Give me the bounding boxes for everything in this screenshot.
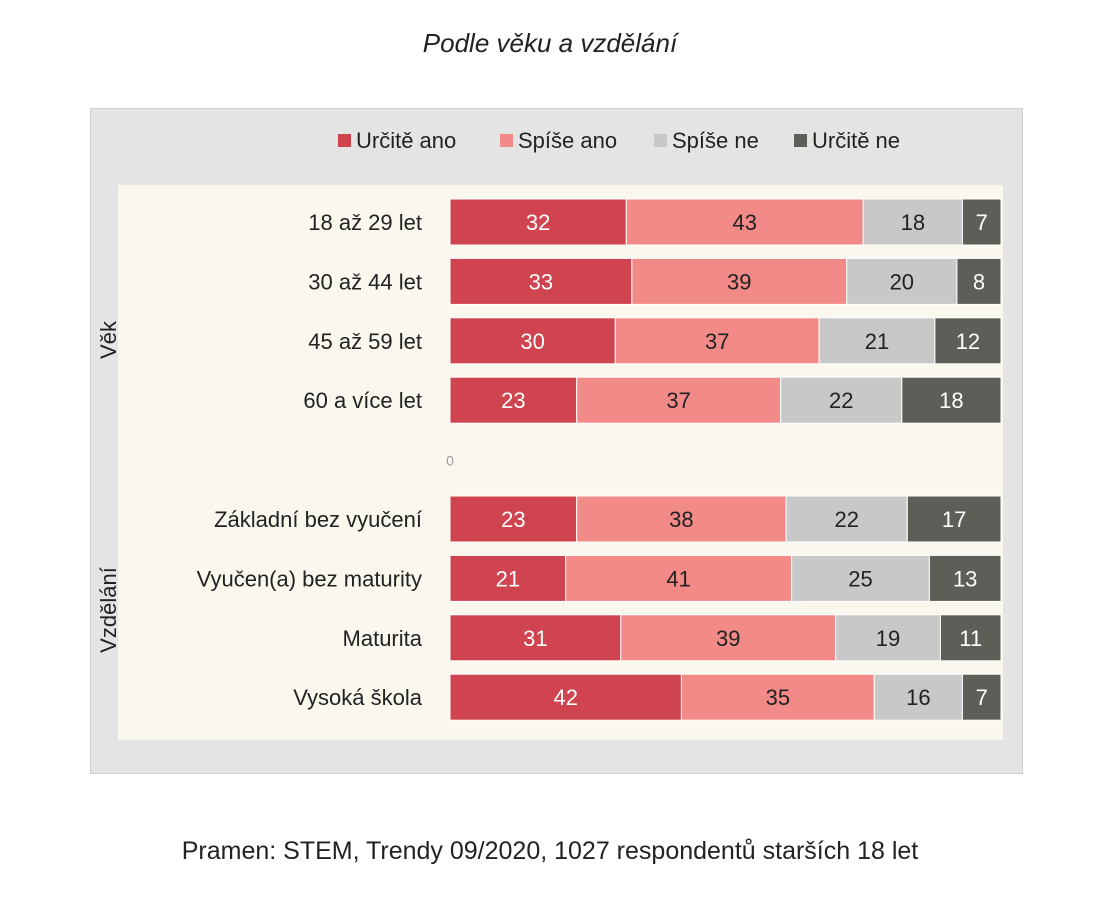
category-label: Vysoká škola: [293, 685, 423, 710]
data-label: 37: [705, 329, 729, 354]
data-label: 21: [496, 566, 520, 591]
data-label: 20: [890, 269, 914, 294]
data-label: 41: [666, 566, 690, 591]
bar-segment: [906, 495, 1002, 543]
data-label: 39: [727, 269, 751, 294]
category-label: Základní bez vyučení: [214, 507, 422, 532]
group-label: Vzdělání: [96, 567, 121, 653]
legend-swatch: [794, 134, 807, 147]
bar-segment: [614, 317, 820, 365]
bar-segment: [862, 198, 963, 246]
data-label: 39: [716, 626, 740, 651]
bar-segment: [928, 554, 1002, 602]
data-label: 23: [501, 507, 525, 532]
bar-segment: [835, 614, 941, 662]
legend-swatch: [654, 134, 667, 147]
bar-segment: [956, 257, 1002, 305]
data-label: 16: [906, 685, 930, 710]
legend-label: Určitě ano: [356, 128, 456, 153]
bar-segment: [846, 257, 958, 305]
data-label: 11: [959, 626, 982, 651]
data-label: 19: [876, 626, 900, 651]
data-label: 43: [733, 210, 757, 235]
legend-swatch: [338, 134, 351, 147]
data-label: 8: [973, 269, 985, 294]
data-label: 13: [953, 566, 977, 591]
data-label: 12: [956, 329, 980, 354]
bar-segment: [449, 376, 578, 424]
bar-segment: [449, 317, 616, 365]
bar-segment: [449, 614, 622, 662]
chart-title: Podle věku a vzdělání: [422, 28, 678, 58]
data-label: 23: [501, 388, 525, 413]
category-label: 18 až 29 let: [308, 210, 422, 235]
data-label: 31: [523, 626, 547, 651]
data-label: 22: [834, 507, 858, 532]
bar-segment: [873, 673, 963, 721]
data-label: 18: [939, 388, 963, 413]
data-label: 35: [766, 685, 790, 710]
legend-label: Spíše ano: [518, 128, 617, 153]
data-label: 7: [976, 210, 988, 235]
data-label: 33: [529, 269, 553, 294]
data-label: 32: [526, 210, 550, 235]
bar-segment: [449, 673, 682, 721]
data-label: 18: [901, 210, 925, 235]
bar-segment: [901, 376, 1002, 424]
bar-segment: [449, 257, 633, 305]
bar-segment: [791, 554, 930, 602]
bar-segment: [939, 614, 1002, 662]
data-label: 37: [666, 388, 690, 413]
group-label: Věk: [96, 320, 121, 359]
bar-segment: [631, 257, 848, 305]
legend-label: Určitě ne: [812, 128, 900, 153]
data-label: 30: [520, 329, 544, 354]
bar-segment: [934, 317, 1002, 365]
legend-label: Spíše ne: [672, 128, 759, 153]
data-label: 17: [942, 507, 966, 532]
data-label: 21: [865, 329, 889, 354]
bar-segment: [961, 198, 1002, 246]
bar-segment: [449, 495, 578, 543]
bar-segment: [961, 673, 1002, 721]
category-label: Vyučen(a) bez maturity: [197, 566, 422, 591]
category-label: Maturita: [343, 626, 423, 651]
data-label: 22: [829, 388, 853, 413]
bar-segment: [818, 317, 936, 365]
category-label: 45 až 59 let: [308, 329, 422, 354]
data-label: 42: [553, 685, 577, 710]
data-label: 7: [976, 685, 988, 710]
bar-segment: [565, 554, 793, 602]
data-label: 38: [669, 507, 693, 532]
category-label: 0: [446, 453, 454, 469]
legend-swatch: [500, 134, 513, 147]
category-label: 30 až 44 let: [308, 269, 422, 294]
bar-segment: [680, 673, 875, 721]
source-note: Pramen: STEM, Trendy 09/2020, 1027 respo…: [181, 837, 919, 865]
data-label: 25: [848, 566, 872, 591]
category-label: 60 a více let: [303, 388, 422, 413]
bar-segment: [620, 614, 837, 662]
